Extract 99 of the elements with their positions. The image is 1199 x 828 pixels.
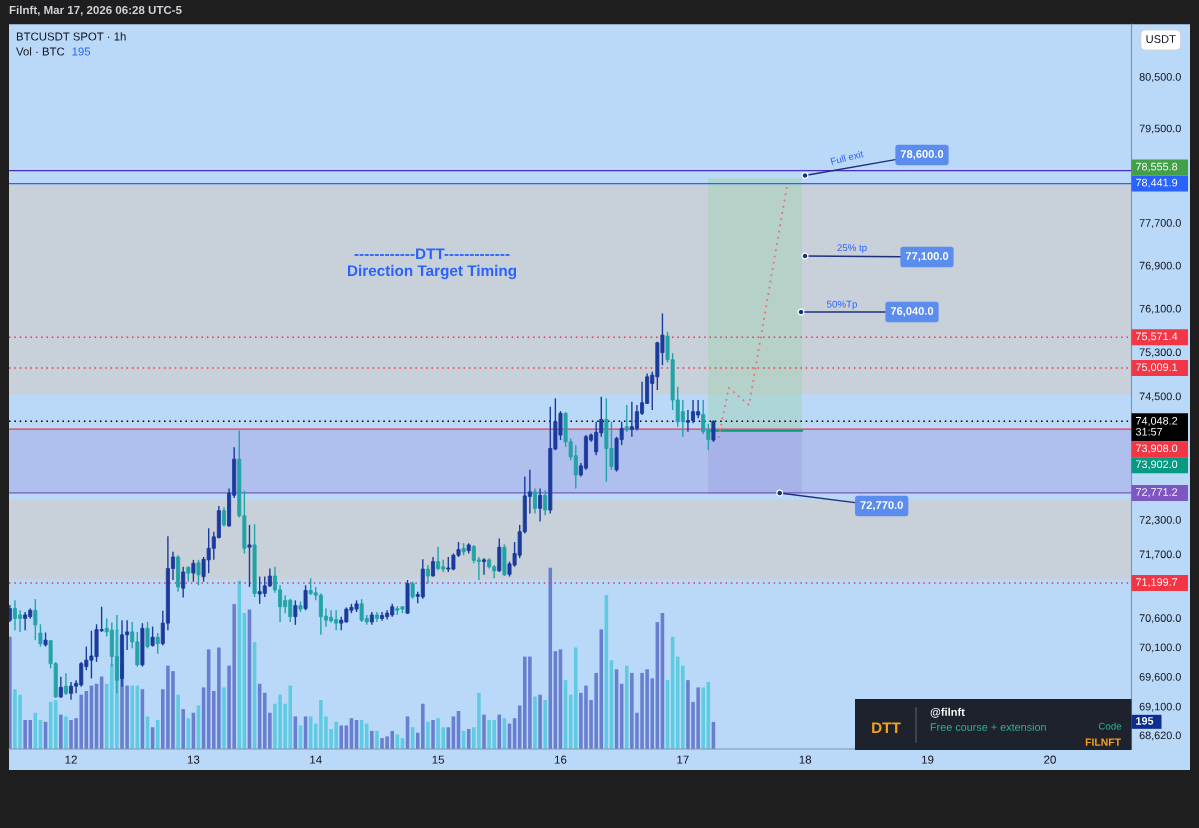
y-tick-label: 80,500.0 [1139,73,1181,83]
y-tick-label: 79,500.0 [1139,124,1181,134]
ref-line-label: 72,771.2 [1136,488,1178,498]
text: 78,555.8 [1136,162,1178,172]
annotation: ------------DTT------------- [354,248,510,259]
y-tick-label: 76,100.0 [1139,304,1181,314]
candlestick [63,672,68,696]
annotation: @filnft [930,707,965,718]
annotation: Direction Target Timing [347,264,517,280]
candlestick [624,404,629,433]
x-tick-label: 12 [65,755,77,764]
y-tick-label: 68,620.0 [1139,731,1181,741]
candlestick [680,399,685,438]
y-tick-label: 69,100.0 [1139,702,1181,712]
ref-line-label: 75,571.4 [1136,332,1178,342]
bar [9,636,12,749]
candlestick [532,487,537,515]
candlestick [145,621,150,650]
bar [130,685,134,749]
x-tick-label: 15 [432,755,445,764]
y-axis-title: USDT [1146,35,1176,43]
bar [573,647,578,749]
x-tick-label: 17 [677,755,689,764]
bar [53,700,58,749]
bar [431,720,435,749]
annotation: DTT [872,722,901,733]
y-tick-label: 75,300.0 [1139,348,1181,358]
candlestick [482,557,486,576]
annotation: 25% tp [837,244,867,254]
candlestick [191,559,196,583]
candlestick [436,545,441,571]
bar [548,567,553,749]
candlestick [247,524,252,588]
bar [181,709,185,749]
annotation: 76,040.0 [890,307,934,317]
bar [222,687,226,749]
y-tick-label: 70,600.0 [1139,614,1181,624]
bar [375,730,379,749]
candlestick [221,506,226,528]
text: Filnft, Mar 17, 2026 06:28 UTC-5 [9,5,182,16]
ref-line-label: 75,009.1 [1136,363,1178,373]
y-tick-label: 72,300.0 [1139,516,1181,526]
x-tick-label: 13 [187,755,200,764]
annotation: Free course + extension [930,722,1046,731]
ref-line-label: 71,199.7 [1136,578,1178,588]
candlestick [150,625,155,648]
bar [701,687,706,749]
annotation: Code [1098,722,1122,730]
bar [339,725,344,749]
text: BTCUSDT SPOT · 1h [16,32,126,41]
chart-title: Vol · BTC [16,47,65,56]
annotation: 50%Tp [826,300,857,310]
annotation: FILNFT [1085,738,1121,746]
x-tick-label: 19 [922,755,934,764]
candlestick [543,489,548,516]
bar [364,723,369,749]
annotation: Full exit [830,150,864,165]
candlestick [497,537,502,573]
bar [533,696,537,749]
x-tick-label: 18 [799,755,812,764]
text: 195 [1136,717,1154,725]
bar [237,580,242,749]
bar [624,665,629,749]
ref-line-label: 74,048.2 31:57 [1135,417,1178,436]
candlestick [293,599,298,626]
annotation: 78,600.0 [900,150,944,160]
candlestick [431,556,436,578]
bar [482,714,486,749]
x-tick-label: 20 [1044,755,1056,764]
annotation: 72,770.0 [860,501,903,511]
y-tick-label: 77,700.0 [1139,219,1181,229]
candlestick [33,598,38,641]
bar [64,716,68,749]
candlestick [538,487,543,523]
bar [59,714,63,749]
candlestick [38,623,43,648]
candlestick [23,611,28,631]
y-tick-label: 74,500.0 [1139,392,1181,402]
y-tick-label: 70,100.0 [1139,643,1181,653]
annotation: 77,100.0 [905,252,949,262]
ref-line-label: 73,908.0 [1136,444,1178,454]
bar [426,721,430,749]
text: 73,902.0 [1136,460,1178,470]
bar [176,694,180,749]
ref-line-label: 78,441.9 [1136,178,1178,188]
bar [538,694,542,749]
bar [370,730,374,749]
bar [543,700,547,749]
y-tick-label: 71,700.0 [1139,550,1181,560]
candlestick [425,564,430,585]
candlestick [303,584,308,611]
candlestick [196,559,201,586]
y-tick-label: 69,600.0 [1139,673,1181,682]
x-tick-label: 16 [554,755,567,764]
candlestick [181,566,186,599]
candlestick [155,632,160,655]
x-tick-label: 14 [310,755,322,764]
y-tick-label: 76,900.0 [1139,261,1181,271]
annotation: 195 [72,47,91,56]
